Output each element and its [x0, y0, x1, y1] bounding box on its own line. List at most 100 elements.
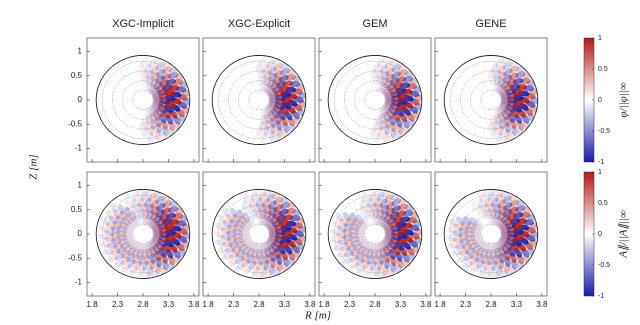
x-axis-label: R [m]	[304, 310, 331, 322]
lobe	[360, 253, 370, 264]
y-tick-label: -0.5	[68, 119, 82, 128]
lobe	[369, 190, 376, 202]
lobe	[495, 192, 504, 202]
lobe	[483, 260, 492, 271]
lobe	[373, 254, 380, 266]
flux-surface	[364, 90, 386, 110]
lobe	[251, 208, 258, 220]
lobe	[158, 101, 169, 110]
lobe	[495, 58, 504, 68]
lobe	[137, 62, 144, 74]
lobe	[137, 196, 144, 208]
lobe	[490, 214, 499, 225]
lobe	[264, 119, 271, 131]
lobe	[273, 196, 283, 206]
lobe	[348, 231, 359, 239]
lobe	[463, 216, 472, 226]
lobe	[273, 105, 282, 115]
inner-boundary	[482, 226, 500, 242]
lobe	[137, 189, 144, 197]
lobe	[162, 125, 169, 137]
lobe	[475, 247, 485, 256]
flux-surface	[112, 204, 174, 264]
flux-surface	[218, 61, 300, 139]
lobe	[464, 230, 475, 238]
lobe	[102, 248, 114, 255]
lobe	[267, 73, 278, 82]
lobe	[116, 229, 127, 237]
lobe	[473, 221, 483, 232]
lobe	[357, 222, 366, 232]
lobe	[504, 263, 511, 275]
lobe	[365, 266, 373, 277]
lobe	[496, 131, 503, 143]
lobe	[151, 237, 160, 247]
lobe	[342, 211, 351, 222]
lobe	[465, 225, 476, 234]
lobe	[104, 236, 116, 243]
lobe	[122, 228, 133, 236]
lobe	[482, 271, 490, 279]
colorbar-tick-label: -1	[598, 159, 604, 166]
lobe	[487, 202, 495, 214]
lobe	[497, 71, 507, 81]
lobe	[265, 105, 273, 117]
lobe	[153, 244, 161, 255]
lobe	[239, 227, 249, 235]
flux-surface	[132, 90, 154, 110]
lobe	[155, 219, 167, 226]
colorbar-tick-label: 0.5	[598, 200, 608, 207]
lobe	[385, 207, 395, 217]
lobe	[269, 257, 277, 269]
flux-surface	[480, 90, 502, 110]
lobe	[515, 71, 526, 79]
y-tick-label: 1	[78, 181, 83, 190]
x-tick-label: 2.8	[253, 300, 265, 309]
lobe	[494, 113, 501, 125]
lobe	[142, 242, 149, 254]
lobe	[214, 239, 226, 246]
lobe	[365, 248, 374, 259]
mode-pattern	[137, 55, 190, 145]
lobe	[470, 235, 482, 242]
lobe	[124, 224, 134, 234]
lobe	[146, 131, 154, 143]
lobe	[266, 79, 277, 88]
lobe	[381, 106, 388, 117]
x-tick-label: 3.8	[536, 300, 548, 309]
lobe	[263, 210, 272, 220]
lobe	[497, 198, 506, 209]
lobe	[285, 208, 297, 215]
lobe	[478, 266, 487, 276]
lobe	[138, 266, 146, 277]
lobe	[481, 209, 488, 221]
lobe	[243, 241, 254, 249]
lobe	[388, 240, 397, 250]
lobe	[374, 189, 382, 197]
inner-boundary	[134, 226, 152, 242]
flux-surface	[480, 224, 502, 244]
lobe	[375, 203, 384, 214]
lobe	[359, 219, 367, 230]
lobe	[336, 251, 348, 258]
lobe	[349, 212, 358, 223]
lobe	[459, 238, 471, 245]
lobe	[384, 251, 391, 263]
lobe	[155, 122, 162, 134]
lobe	[141, 114, 148, 126]
lobe	[145, 82, 155, 92]
lobe	[243, 265, 252, 275]
lobe	[491, 126, 498, 138]
lobe	[467, 221, 477, 230]
lobe	[98, 225, 109, 233]
lobe	[259, 209, 268, 220]
lobe	[381, 240, 388, 251]
flux-surface	[450, 195, 532, 273]
inner-boundary	[250, 226, 268, 242]
inner-boundary	[366, 226, 384, 242]
lobe	[142, 215, 151, 225]
lobe	[145, 203, 154, 214]
flux-surface	[450, 61, 532, 139]
lobe	[487, 266, 495, 278]
lobe	[266, 59, 275, 69]
